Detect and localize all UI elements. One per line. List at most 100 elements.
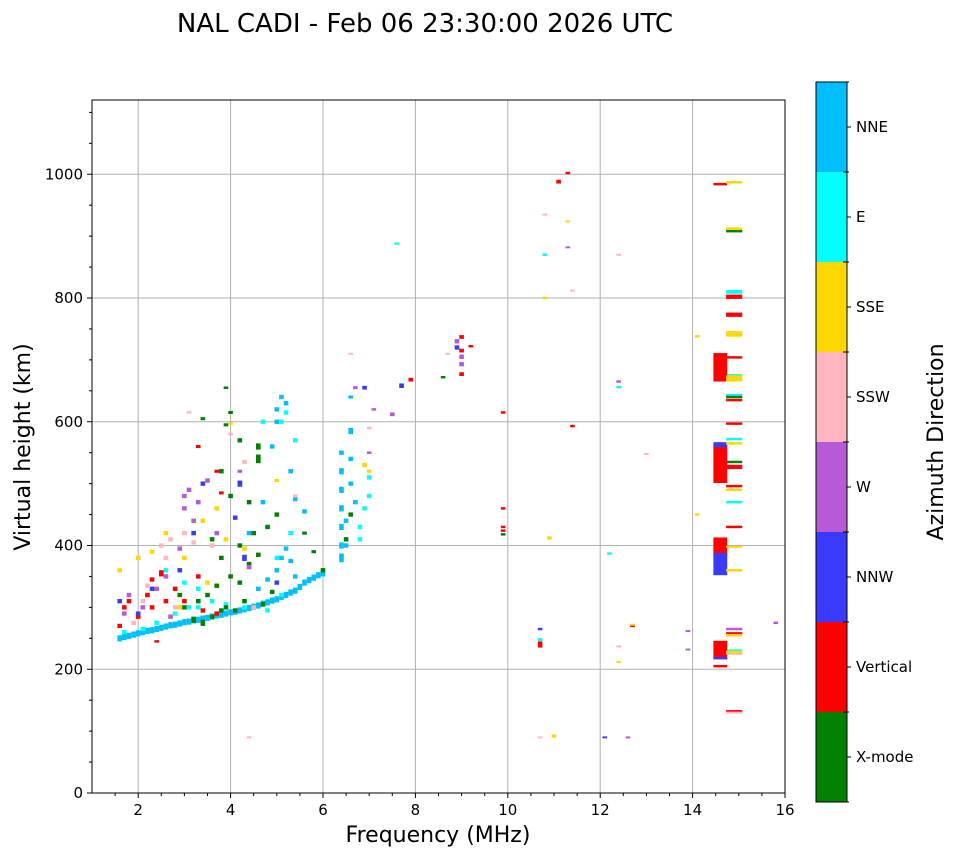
data-point-vertical xyxy=(122,605,127,610)
data-point-x-mode xyxy=(223,423,229,427)
data-point-sse xyxy=(366,469,372,473)
data-point-nne xyxy=(339,553,344,563)
data-point-e xyxy=(140,626,146,632)
data-point-vertical xyxy=(219,491,224,495)
data-point-e xyxy=(279,592,284,598)
data-point-sse xyxy=(616,660,621,663)
data-point-nne xyxy=(117,635,123,642)
data-point-w xyxy=(616,380,621,383)
data-point-ssw xyxy=(209,543,215,548)
data-point-sse xyxy=(726,181,743,184)
data-point-x-mode xyxy=(219,608,224,613)
data-point-nne xyxy=(223,610,229,617)
data-point-nne xyxy=(131,631,136,638)
data-point-nne xyxy=(140,629,146,636)
data-point-sse xyxy=(228,422,233,425)
data-point-sse xyxy=(117,568,123,573)
data-point-nnw xyxy=(274,580,280,585)
data-point-e xyxy=(726,393,743,397)
data-point-e xyxy=(195,605,201,610)
x-axis-label: Frequency (MHz) xyxy=(346,823,531,848)
data-point-nne xyxy=(219,611,224,618)
data-point-x-mode xyxy=(246,561,252,567)
data-point-vertical xyxy=(200,608,206,613)
data-point-vertical xyxy=(726,710,743,713)
data-point-nne xyxy=(205,614,210,621)
data-point-e xyxy=(357,537,363,542)
colorbar-label-nnw: NNW xyxy=(856,568,893,586)
colorbar-swatch-nne xyxy=(816,82,847,172)
x-tick-label: 6 xyxy=(318,801,328,819)
data-point-x-mode xyxy=(256,454,261,464)
data-point-sse xyxy=(177,605,183,610)
colorbar-frame xyxy=(815,81,848,803)
data-point-x-mode xyxy=(237,580,243,585)
data-point-ssw xyxy=(186,411,192,414)
data-point-vertical xyxy=(726,632,743,635)
data-point-x-mode xyxy=(191,616,196,623)
colorbar-swatch-w xyxy=(816,442,847,532)
data-point-e xyxy=(366,475,372,480)
data-point-e xyxy=(209,599,215,604)
data-point-nne xyxy=(348,481,354,486)
data-point-ssw xyxy=(131,620,136,626)
data-point-nnw xyxy=(191,530,196,536)
data-point-x-mode xyxy=(348,512,354,517)
data-point-vertical xyxy=(500,525,506,529)
x-tick-label: 14 xyxy=(683,801,702,819)
data-point-nne xyxy=(339,486,344,493)
data-point-e xyxy=(616,385,621,389)
data-point-sse xyxy=(135,555,141,561)
data-point-ssw xyxy=(366,426,372,430)
data-point-ssw xyxy=(163,555,169,561)
data-point-nne xyxy=(297,583,303,591)
data-point-e xyxy=(537,638,543,642)
data-point-nne xyxy=(126,632,132,639)
data-point-vertical xyxy=(537,641,543,648)
data-point-x-mode xyxy=(195,599,201,604)
data-point-vertical xyxy=(172,586,178,591)
data-point-vertical xyxy=(726,356,743,359)
data-point-vertical xyxy=(726,398,743,402)
colorbar-label-w: W xyxy=(856,478,871,496)
data-point-x-mode xyxy=(265,524,270,530)
data-point-vertical xyxy=(408,377,414,382)
data-point-ssw xyxy=(158,543,164,548)
data-point-x-mode xyxy=(209,614,215,619)
data-point-sse xyxy=(223,537,229,542)
data-point-ssw xyxy=(292,494,298,498)
data-point-sse xyxy=(726,442,743,445)
colorbar-swatch-x-mode xyxy=(816,712,847,802)
data-point-ssw xyxy=(570,289,575,292)
data-point-vertical xyxy=(500,529,506,532)
data-point-vertical xyxy=(713,182,728,186)
data-point-w xyxy=(459,354,464,359)
data-point-nne xyxy=(339,523,344,531)
data-point-sse xyxy=(726,633,743,637)
data-point-e xyxy=(292,438,298,443)
data-point-ssw xyxy=(242,459,247,465)
data-point-vertical xyxy=(713,444,728,484)
data-point-nne xyxy=(339,468,344,475)
data-point-vertical xyxy=(182,599,187,604)
data-point-nne xyxy=(168,622,173,629)
data-point-nne xyxy=(306,577,312,584)
x-tick-label: 12 xyxy=(591,801,610,819)
data-point-x-mode xyxy=(182,605,187,610)
data-point-nnw xyxy=(200,481,206,486)
data-point-vertical xyxy=(214,469,220,473)
y-tick-label: 1000 xyxy=(45,165,83,183)
data-point-vertical xyxy=(214,611,220,616)
data-point-vertical xyxy=(468,345,474,348)
data-point-ssw xyxy=(348,352,354,355)
data-point-vertical xyxy=(726,464,743,470)
data-point-nne xyxy=(316,572,321,579)
data-point-nne xyxy=(339,542,344,549)
data-point-x-mode xyxy=(256,552,261,557)
data-point-ssw xyxy=(182,530,187,536)
data-point-nne xyxy=(177,620,183,627)
data-point-w xyxy=(246,564,252,570)
data-point-ssw xyxy=(168,537,173,542)
data-point-ssw xyxy=(537,736,543,739)
data-point-x-mode xyxy=(343,537,349,542)
